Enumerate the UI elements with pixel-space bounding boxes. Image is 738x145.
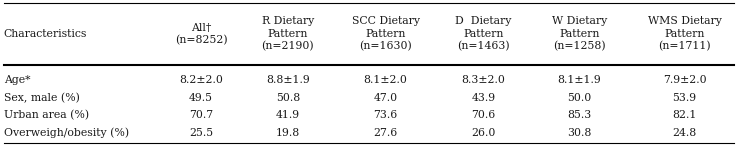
Text: W Dietary
Pattern
(n=1258): W Dietary Pattern (n=1258) [552,17,607,52]
Text: All†
(n=8252): All† (n=8252) [175,23,227,46]
Text: 50.8: 50.8 [276,93,300,103]
Text: D  Dietary
Pattern
(n=1463): D Dietary Pattern (n=1463) [455,17,511,52]
Text: Urban area (%): Urban area (%) [4,110,89,120]
Text: 8.3±2.0: 8.3±2.0 [461,76,506,85]
Text: 70.7: 70.7 [189,110,213,120]
Text: Characteristics: Characteristics [4,29,87,39]
Text: 50.0: 50.0 [568,93,591,103]
Text: 53.9: 53.9 [672,93,697,103]
Text: 73.6: 73.6 [373,110,398,120]
Text: R Dietary
Pattern
(n=2190): R Dietary Pattern (n=2190) [261,17,314,52]
Text: 47.0: 47.0 [373,93,398,103]
Text: Overweigh/obesity (%): Overweigh/obesity (%) [4,127,129,138]
Text: 85.3: 85.3 [568,110,591,120]
Text: 70.6: 70.6 [472,110,495,120]
Text: 43.9: 43.9 [472,93,495,103]
Text: 26.0: 26.0 [471,128,496,138]
Text: Sex, male (%): Sex, male (%) [4,93,80,103]
Text: 8.8±1.9: 8.8±1.9 [266,76,310,85]
Text: 82.1: 82.1 [672,110,697,120]
Text: 27.6: 27.6 [373,128,398,138]
Text: 8.1±2.0: 8.1±2.0 [364,76,407,85]
Text: 8.2±2.0: 8.2±2.0 [179,76,223,85]
Text: WMS Dietary
Pattern
(n=1711): WMS Dietary Pattern (n=1711) [647,17,722,52]
Text: 19.8: 19.8 [276,128,300,138]
Text: 7.9±2.0: 7.9±2.0 [663,76,706,85]
Text: 8.1±1.9: 8.1±1.9 [557,76,601,85]
Text: 41.9: 41.9 [276,110,300,120]
Text: 25.5: 25.5 [189,128,213,138]
Text: 49.5: 49.5 [189,93,213,103]
Text: Age*: Age* [4,76,30,85]
Text: 24.8: 24.8 [672,128,697,138]
Text: 30.8: 30.8 [567,128,592,138]
Text: SCC Dietary
Pattern
(n=1630): SCC Dietary Pattern (n=1630) [351,17,420,52]
